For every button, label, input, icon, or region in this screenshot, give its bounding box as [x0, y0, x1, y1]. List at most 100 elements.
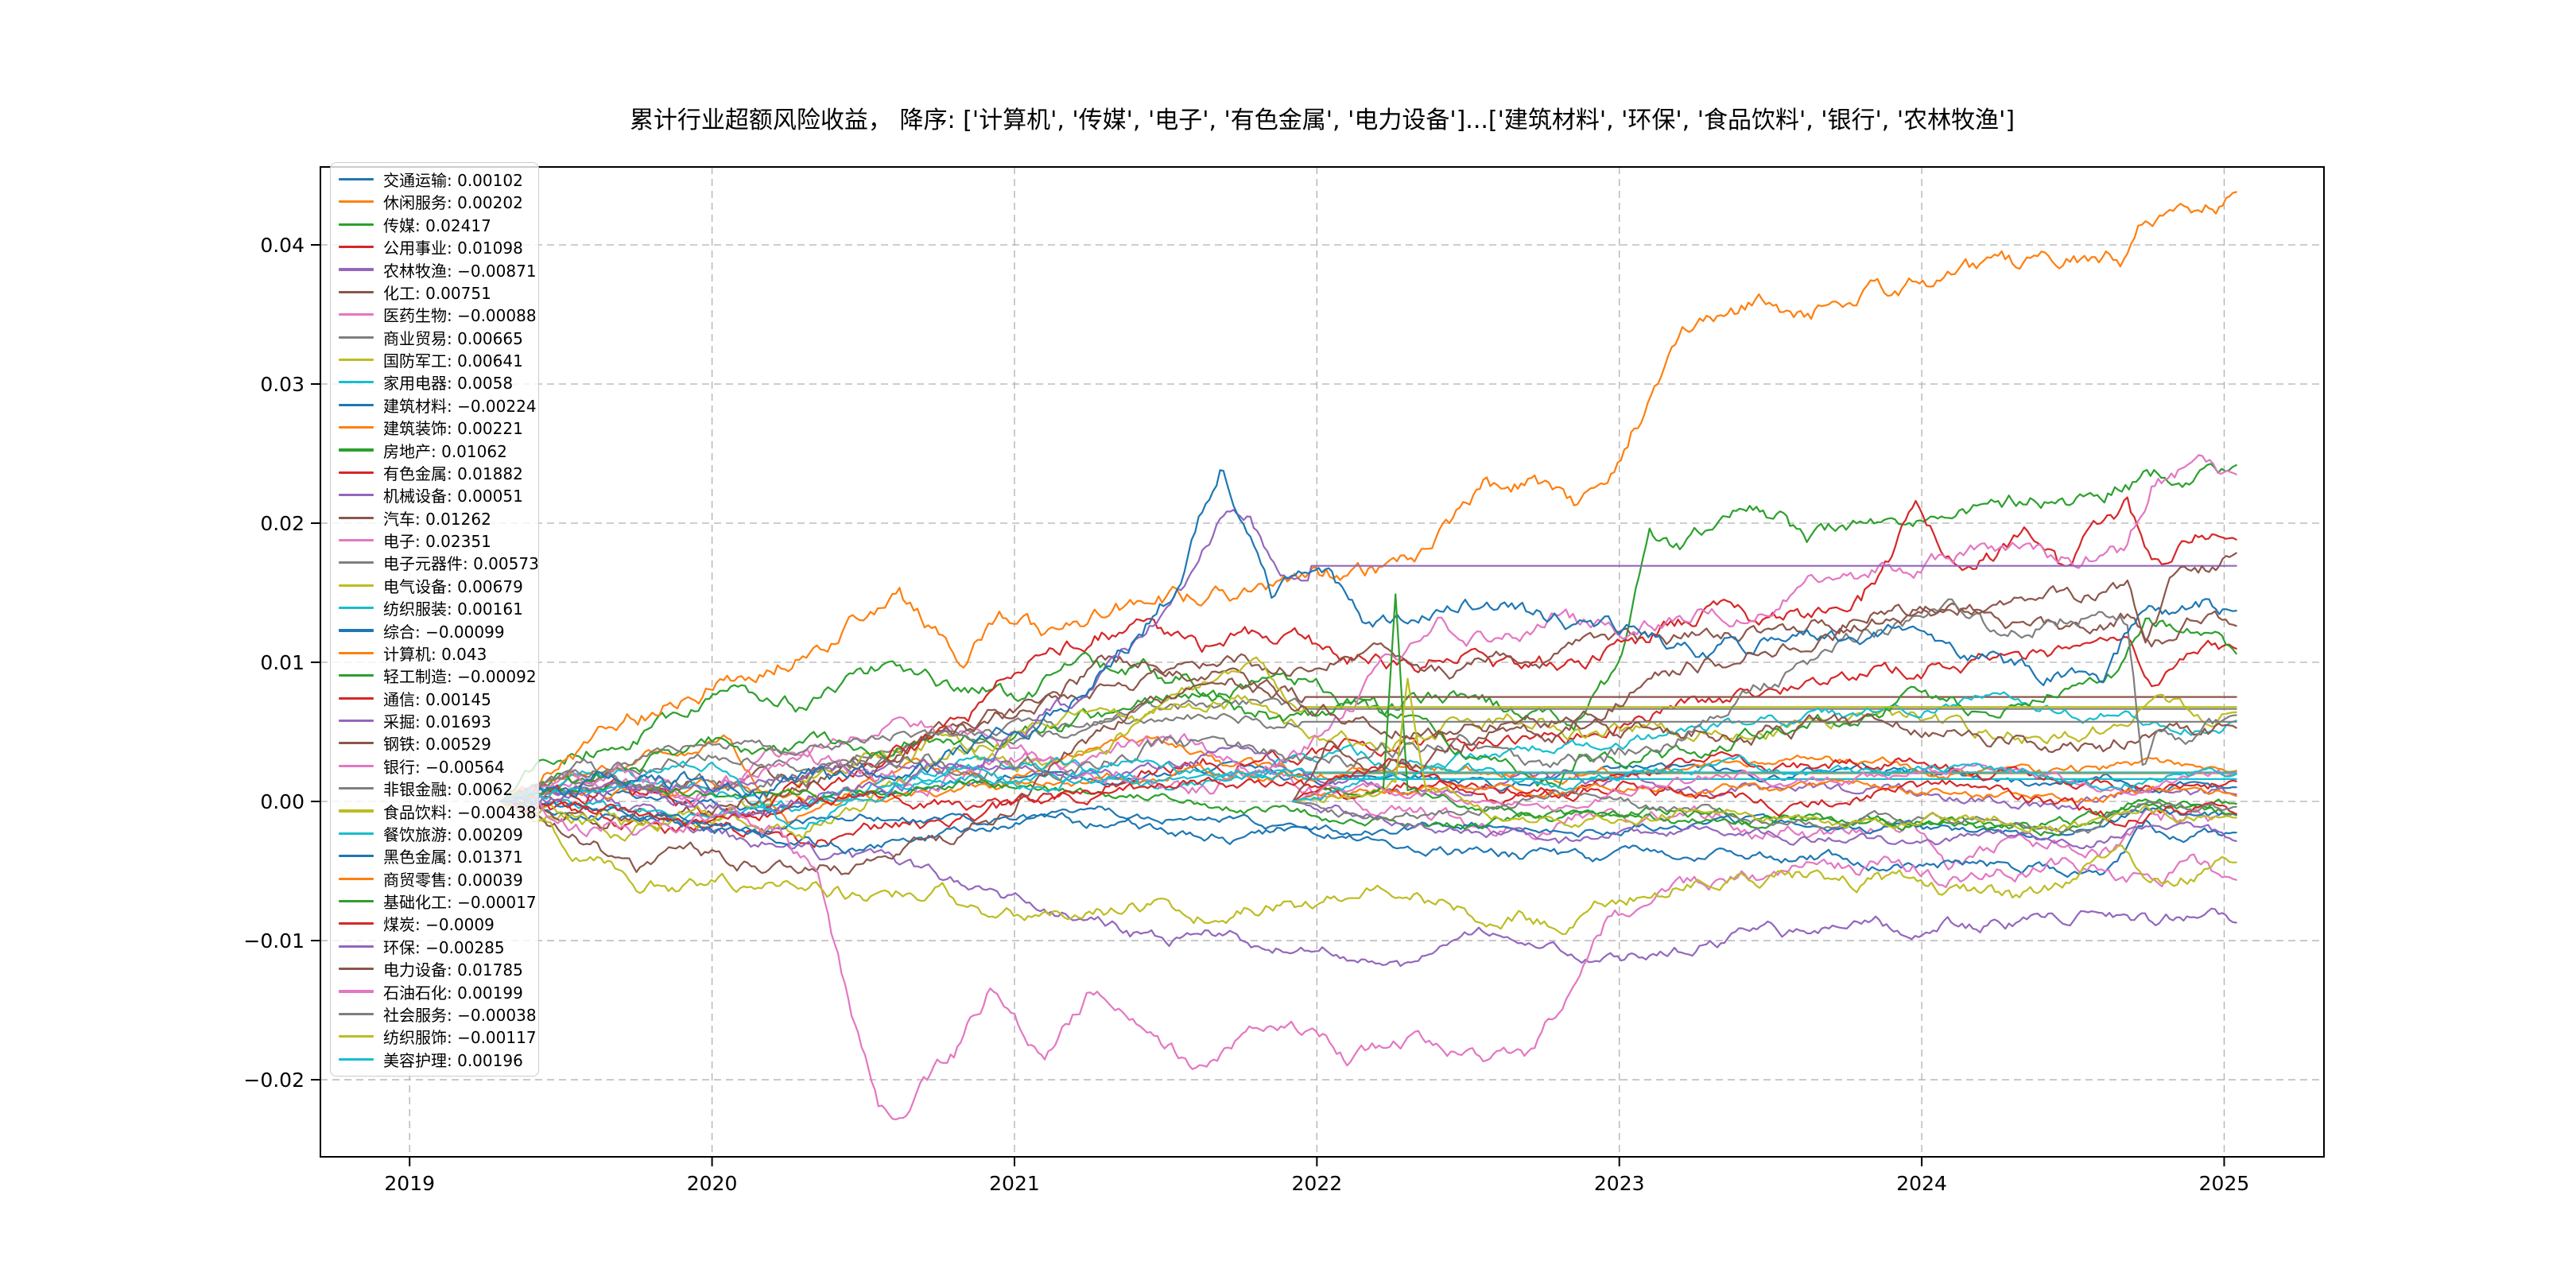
legend-label: 农林牧渔: −0.00871: [383, 261, 537, 281]
x-tick-label: 2021: [989, 1172, 1040, 1195]
legend-item: 纺织服饰: −0.00117: [339, 1026, 537, 1047]
legend-label: 有色金属: 0.01882: [383, 464, 523, 483]
legend-label: 采掘: 0.01693: [383, 712, 491, 731]
legend-item: 机械设备: 0.00051: [339, 484, 533, 506]
legend-label: 建筑材料: −0.00224: [383, 396, 537, 416]
legend-item: 家用电器: 0.0058: [339, 371, 533, 393]
legend-line-swatch: [339, 922, 374, 925]
legend-label: 家用电器: 0.0058: [383, 374, 514, 394]
legend-item: 电子: 0.02351: [339, 530, 533, 551]
legend-item: 交通运输: 0.00102: [339, 169, 533, 190]
series-line: [499, 677, 2237, 875]
legend-label: 钢铁: 0.00529: [383, 735, 491, 755]
legend-line-swatch: [339, 538, 374, 542]
legend-item: 建筑装饰: 0.00221: [339, 417, 533, 438]
series-line: [1291, 552, 2237, 803]
legend-label: 建筑装饰: 0.00221: [383, 419, 523, 439]
legend-line-swatch: [339, 629, 374, 632]
series-line: [1291, 778, 2237, 803]
legend-line-swatch: [339, 945, 374, 948]
legend-line-swatch: [339, 877, 374, 880]
legend-line-swatch: [339, 1012, 374, 1015]
legend-line-swatch: [339, 787, 374, 790]
series-line: [499, 656, 2237, 840]
series-line: [499, 191, 2237, 803]
legend-line-swatch: [339, 1035, 374, 1038]
series-line: [1291, 789, 2237, 834]
legend-label: 基础化工: −0.00017: [383, 893, 537, 912]
legend-item: 计算机: 0.043: [339, 642, 533, 664]
series-line: [499, 800, 2237, 841]
legend-label: 轻工制造: −0.00092: [383, 667, 537, 687]
legend-line-swatch: [339, 246, 374, 249]
legend-label: 电气设备: 0.00679: [383, 576, 523, 596]
series-line: [499, 602, 2237, 830]
y-tick-label: 0.03: [260, 373, 305, 396]
legend-line-swatch: [339, 742, 374, 745]
x-tick-label: 2023: [1594, 1172, 1645, 1195]
legend-item: 银行: −0.00564: [339, 755, 533, 777]
legend-label: 休闲服务: 0.00202: [383, 193, 523, 213]
legend-line-swatch: [339, 471, 374, 474]
y-tick-label: 0.04: [260, 234, 305, 257]
legend-item: 基础化工: −0.00017: [339, 890, 537, 912]
legend-label: 汽车: 0.01262: [383, 509, 491, 529]
chart-title: 累计行业超额风险收益， 降序: ['计算机', '传媒', '电子', '有色金…: [629, 107, 2015, 134]
legend-item: 化工: 0.00751: [339, 281, 533, 303]
series-line: [1291, 757, 2237, 828]
legend-line-swatch: [339, 674, 374, 677]
series-line: [499, 697, 2237, 803]
legend-line-swatch: [339, 313, 374, 316]
legend-item: 商业贸易: 0.00665: [339, 327, 533, 348]
series-line: [1291, 800, 2237, 850]
legend-line-swatch: [339, 832, 374, 835]
legend-item: 农林牧渔: −0.00871: [339, 259, 537, 281]
legend-item: 公用事业: 0.01098: [339, 236, 533, 258]
legend-label: 煤炭: −0.0009: [383, 915, 495, 935]
legend-label: 通信: 0.00145: [383, 689, 491, 709]
legend-label: 电力设备: 0.01785: [383, 960, 523, 980]
legend-item: 煤炭: −0.0009: [339, 913, 533, 934]
legend-item: 电气设备: 0.00679: [339, 575, 533, 596]
legend-item: 电子元器件: 0.00573: [339, 552, 539, 573]
series-line: [1291, 593, 2237, 831]
legend-line-swatch: [339, 990, 374, 993]
legend-label: 美容护理: 0.00196: [383, 1050, 523, 1070]
legend-item: 国防军工: 0.00641: [339, 349, 533, 370]
legend-item: 采掘: 0.01693: [339, 710, 533, 731]
legend-label: 电子: 0.02351: [383, 532, 491, 551]
legend-line-swatch: [339, 290, 374, 293]
legend-line-swatch: [339, 426, 374, 429]
legend-item: 房地产: 0.01062: [339, 440, 533, 461]
y-tick-label: 0.00: [260, 790, 305, 813]
legend-label: 化工: 0.00751: [383, 283, 491, 303]
legend-line-swatch: [339, 561, 374, 564]
legend-line-swatch: [339, 516, 374, 519]
legend-line-swatch: [339, 968, 374, 971]
legend-line-swatch: [339, 268, 374, 271]
legend-line-swatch: [339, 764, 374, 767]
legend-label: 公用事业: 0.01098: [383, 239, 523, 258]
legend-line-swatch: [339, 494, 374, 497]
series-line: [1291, 755, 2237, 803]
series-line: [499, 454, 2237, 805]
legend-label: 综合: −0.00099: [383, 622, 505, 642]
legend-label: 医药生物: −0.00088: [383, 306, 537, 326]
legend-line-swatch: [339, 899, 374, 903]
legend-item: 美容护理: 0.00196: [339, 1049, 533, 1070]
legend-line-swatch: [339, 651, 374, 654]
legend-line-swatch: [339, 381, 374, 384]
series-line: [499, 463, 2237, 803]
x-tick-label: 2025: [2199, 1172, 2250, 1195]
legend-item: 有色金属: 0.01882: [339, 462, 533, 483]
series-line: [1291, 677, 2237, 834]
x-tick-label: 2019: [384, 1172, 435, 1195]
series-line: [1291, 762, 2237, 812]
legend-label: 纺织服装: 0.00161: [383, 599, 523, 619]
y-tick-label: −0.01: [243, 929, 305, 952]
legend-item: 环保: −0.00285: [339, 936, 533, 957]
series-line: [499, 769, 2237, 823]
legend-item: 餐饮旅游: 0.00209: [339, 823, 533, 844]
